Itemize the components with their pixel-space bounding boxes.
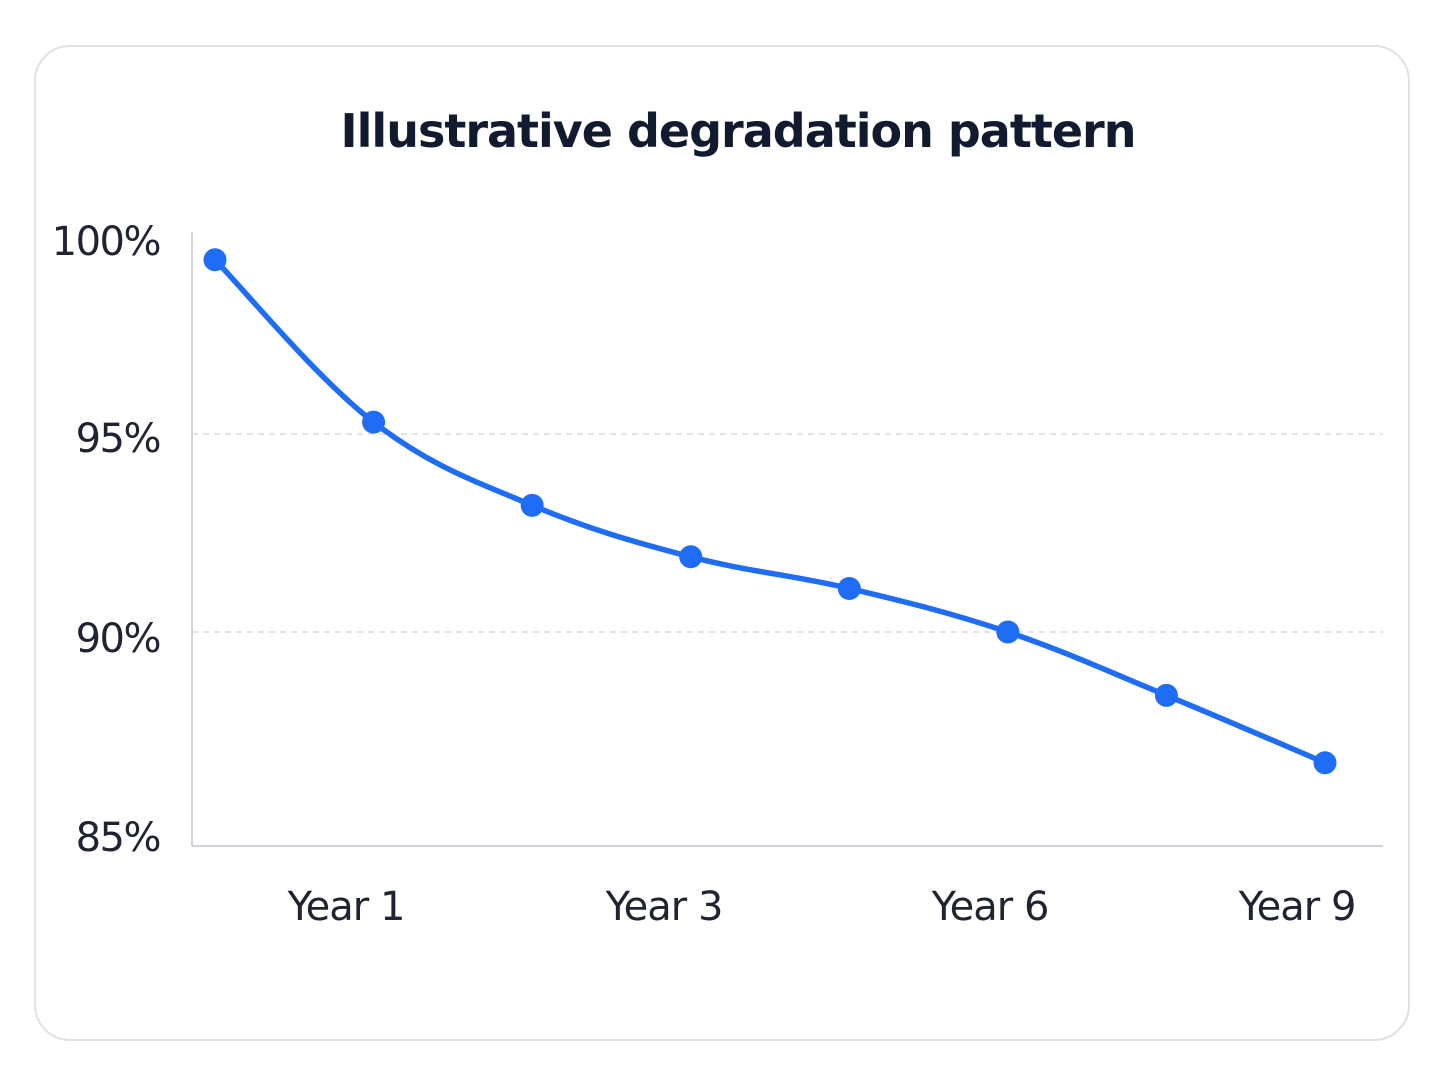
- chart-card: [34, 45, 1410, 1041]
- x-tick-label: Year 3: [605, 884, 723, 930]
- y-tick-label: 95%: [76, 416, 160, 462]
- y-tick-label: 100%: [52, 219, 160, 265]
- x-tick-label: Year 9: [1238, 884, 1356, 930]
- grid-lines: [192, 433, 1383, 633]
- y-tick-labels: 100% 95% 90% 85%: [52, 219, 162, 861]
- axes: [191, 232, 1383, 847]
- x-tick-labels: Year 1 Year 3 Year 6 Year 9: [287, 884, 1357, 930]
- data-point: [203, 248, 227, 272]
- x-tick-label: Year 1: [287, 884, 405, 930]
- data-point: [837, 576, 861, 600]
- data-point: [362, 410, 386, 434]
- data-point: [679, 545, 703, 569]
- y-tick-label: 90%: [76, 616, 160, 662]
- data-point: [1154, 683, 1178, 707]
- data-point: [1313, 751, 1337, 775]
- y-tick-label: 85%: [76, 815, 160, 861]
- data-points: [203, 248, 1337, 775]
- chart-title: Illustrative degradation pattern: [340, 104, 1137, 158]
- data-point: [996, 620, 1020, 644]
- data-point: [520, 493, 544, 517]
- x-tick-label: Year 6: [931, 884, 1049, 930]
